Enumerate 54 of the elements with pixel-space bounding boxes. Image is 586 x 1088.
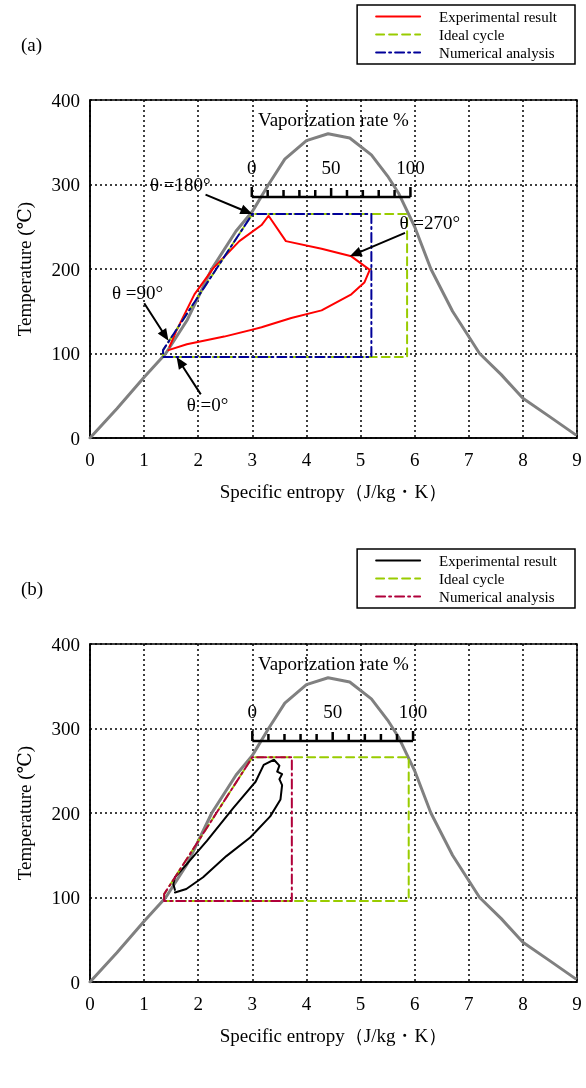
- x-tick-label: 7: [464, 449, 474, 470]
- x-tick-label: 6: [409, 993, 420, 1014]
- y-tick-label: 0: [70, 971, 80, 993]
- legend-label: Ideal cycle: [439, 570, 505, 587]
- x-axis-title: Specific entropy（J/kg・K）: [219, 481, 448, 502]
- x-tick-label: 2: [193, 449, 203, 470]
- x2-tick-label: 0: [247, 157, 257, 178]
- x-tick-label: 5: [355, 449, 366, 470]
- x-tick-label: 4: [301, 993, 312, 1014]
- x-tick-label: 1: [139, 993, 149, 1014]
- x-tick-label: 4: [301, 449, 312, 470]
- y-axis-title: Temperature (℃): [14, 201, 36, 337]
- x2-tick-label: 50: [323, 701, 343, 722]
- x-tick-label: 3: [247, 993, 258, 1014]
- legend-label: Experimental result: [439, 552, 558, 569]
- x-tick-label: 7: [464, 993, 474, 1014]
- y-tick-label: 100: [51, 343, 80, 364]
- x-tick-label: 2: [193, 993, 203, 1014]
- annotation: θ =90°: [111, 282, 164, 304]
- y-tick-label: 0: [70, 427, 80, 449]
- y-tick-label: 300: [51, 718, 80, 739]
- legend-label: Ideal cycle: [439, 26, 505, 43]
- x-tick-label: 8: [518, 449, 528, 470]
- y-tick-label: 200: [51, 802, 80, 824]
- legend-label: Numerical analysis: [439, 588, 555, 605]
- x-tick-label: 8: [518, 993, 528, 1014]
- x-tick-label: 6: [409, 449, 420, 470]
- x-tick-label: 0: [85, 993, 95, 1014]
- x2-tick-label: 0: [247, 701, 258, 722]
- y-tick-label: 100: [51, 887, 80, 908]
- x-axis-title: Specific entropy（J/kg・K）: [219, 1025, 448, 1046]
- x-tick-label: 5: [355, 993, 366, 1014]
- x2-axis-title: Vaporization rate %: [258, 109, 410, 130]
- annotation: θ =0°: [186, 394, 229, 416]
- x2-tick-label: 100: [396, 157, 425, 178]
- y-axis-title: Temperature (℃): [14, 745, 36, 881]
- x2-axis-title: Vaporization rate %: [258, 653, 410, 674]
- y-tick-label: 400: [51, 633, 80, 655]
- x2-tick-label: 100: [398, 701, 428, 722]
- x-tick-label: 0: [85, 449, 95, 470]
- x2-tick-label: 50: [321, 157, 341, 178]
- chart-title: (b): [21, 578, 44, 600]
- legend-label: Experimental result: [439, 8, 558, 25]
- chart-title: (a): [21, 34, 43, 56]
- y-tick-label: 200: [51, 258, 80, 280]
- line-series: [163, 756, 293, 902]
- legend-label: Numerical analysis: [439, 44, 555, 61]
- annotation: θ =180°: [150, 173, 211, 195]
- x-tick-label: 3: [247, 449, 258, 470]
- y-tick-label: 400: [51, 89, 80, 111]
- x-tick-label: 1: [139, 449, 149, 470]
- x-tick-label: 9: [572, 449, 582, 470]
- x-tick-label: 9: [572, 993, 582, 1014]
- y-tick-label: 300: [51, 174, 80, 195]
